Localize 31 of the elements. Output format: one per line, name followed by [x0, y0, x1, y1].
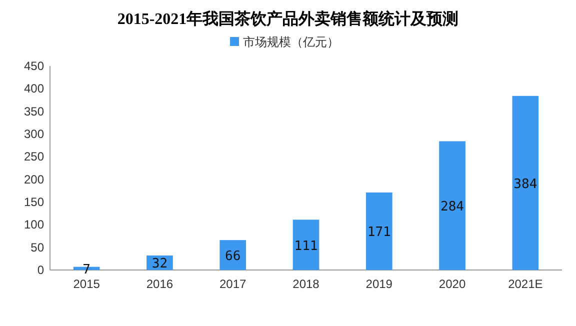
y-tick-label: 350	[24, 104, 44, 118]
data-label: 384	[514, 176, 538, 192]
data-label: 32	[152, 256, 168, 272]
y-tick-label: 100	[24, 218, 44, 232]
y-tick-label: 450	[24, 59, 44, 73]
bar	[512, 96, 539, 270]
chart-title: 2015-2021年我国茶饮产品外卖销售额统计及预测	[117, 10, 459, 28]
data-label: 284	[440, 200, 464, 215]
x-tick-label: 2021E	[508, 277, 543, 291]
bar	[292, 220, 320, 270]
y-tick-label: 0	[37, 263, 44, 277]
x-tick-label: 2016	[146, 277, 174, 291]
y-tick-label: 250	[24, 150, 44, 164]
legend-label: 市场规模（亿元）	[243, 35, 339, 49]
x-tick-label: 2019	[366, 277, 393, 291]
bar	[366, 192, 392, 270]
y-tick-label: 300	[24, 127, 44, 141]
y-tick-label: 50	[30, 240, 44, 254]
data-label: 171	[367, 225, 391, 240]
x-tick-label: 2015	[73, 277, 100, 291]
y-tick-label: 200	[24, 172, 44, 186]
x-tick-label: 2017	[220, 277, 247, 291]
y-tick-label: 150	[24, 195, 44, 209]
data-label: 7	[82, 262, 90, 278]
data-label: 66	[225, 249, 241, 264]
y-tick-label: 400	[24, 82, 44, 96]
bar	[220, 240, 246, 270]
x-tick-label: 2020	[438, 277, 466, 291]
bar	[439, 141, 466, 270]
data-label: 111	[294, 238, 318, 254]
x-tick-label: 2018	[292, 277, 320, 291]
